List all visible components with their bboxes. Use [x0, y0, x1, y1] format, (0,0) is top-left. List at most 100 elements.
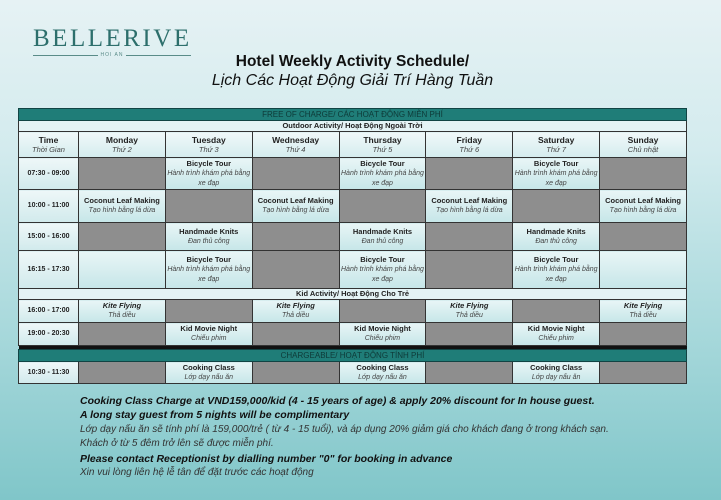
time-slot: 07:30 - 09:00 — [18, 157, 79, 190]
no-activity-cell — [425, 157, 514, 190]
chargeable-banner-text: CHARGEABLE/ HOẠT ĐỘNG TÍNH PHÍ — [18, 349, 687, 362]
activity-title: Kite Flying — [623, 301, 663, 310]
activity-title: Bicycle Tour — [360, 254, 405, 264]
no-activity-cell — [599, 157, 687, 190]
activity-title: Cooking Class — [182, 362, 235, 372]
activity-subtitle: Hành trình khám phá bằng xe đạp — [514, 265, 598, 283]
activity-cell: Bicycle Tour Hành trình khám phá bằng xe … — [512, 250, 601, 289]
activity-title: Coconut Leaf Making — [84, 196, 160, 205]
column-header-en: Monday — [105, 134, 138, 145]
activity-cell: Kid Movie Night Chiếu phim — [512, 322, 601, 346]
activity-cell: Bicycle Tour Hành trình khám phá bằng xe … — [164, 250, 253, 289]
column-header: Monday Thứ 2 — [78, 131, 166, 158]
logo: BELLERIVE HOI AN — [33, 25, 192, 59]
schedule-row: 16:15 - 17:30 Bicycle Tour Hành trình khám… — [18, 250, 687, 289]
activity-title: Bicycle Tour — [533, 158, 579, 168]
column-header-vi: Thứ 2 — [112, 144, 132, 154]
column-header: Sunday Chủ nhật — [599, 131, 687, 158]
column-header: Time Thời Gian — [18, 131, 79, 158]
no-activity-cell — [425, 222, 514, 251]
activity-subtitle: Hành trình khám phá bằng xe đạp — [341, 265, 424, 283]
note-line: Cooking Class Charge at VND159,000/kid (… — [80, 395, 595, 407]
column-header-vi: Thứ 6 — [459, 144, 480, 154]
no-activity-cell — [251, 157, 340, 190]
activity-title: Handmade Knits — [352, 226, 413, 236]
free-of-charge-banner: FREE OF CHARGE/ CÁC HOẠT ĐỘNG MIỄN PHÍ — [18, 108, 687, 121]
divider-line — [18, 345, 687, 350]
activity-cell: Bicycle Tour Hành trình khám phá bằng xe … — [338, 250, 427, 289]
time-slot: 19:00 - 20:30 — [18, 322, 79, 346]
activity-subtitle: Hành trình khám phá bằng xe đạp — [167, 265, 251, 283]
activity-cell: Coconut Leaf Making Tạo hình bằng lá dừa — [251, 189, 340, 223]
column-header-en: Friday — [456, 134, 483, 145]
activity-subtitle: Thả diều — [455, 312, 483, 319]
no-activity-cell — [251, 361, 340, 384]
activity-subtitle: Tạo hình bằng lá dừa — [262, 207, 329, 214]
activity-subtitle: Hành trình khám phá bằng xe đạp — [514, 169, 598, 187]
activity-cell: Cooking Class Lớp dạy nấu ăn — [164, 361, 253, 384]
activity-title: Handmade Knits — [179, 226, 239, 236]
activity-subtitle: Tạo hình bằng lá dừa — [88, 207, 156, 214]
column-header-en: Thursday — [363, 134, 402, 145]
logo-brand: BELLERIVE — [33, 25, 192, 52]
activity-title: Kid Movie Night — [180, 324, 238, 333]
activity-cell: Bicycle Tour Hành trình khám phá bằng xe … — [164, 157, 253, 190]
activity-title: Kite Flying — [450, 301, 489, 310]
note-line: Xin vui lòng liên hệ lễ tân để đặt trước… — [80, 467, 314, 479]
schedule-row: 07:30 - 09:00 Bicycle Tour Hành trình khám… — [18, 157, 687, 190]
column-header-vi: Thứ 5 — [372, 144, 393, 154]
activity-title: Cooking Class — [356, 362, 409, 372]
activity-subtitle: Lớp dạy nấu ăn — [184, 373, 234, 381]
column-header-en: Saturday — [537, 134, 575, 145]
time-slot: 16:15 - 17:30 — [18, 250, 79, 289]
activity-cell: Coconut Leaf Making Tạo hình bằng lá dừa — [78, 189, 166, 223]
column-header-en: Sunday — [627, 134, 659, 145]
schedule-row: 19:00 - 20:30 Kid Movie Night Chiếu phim Ki… — [18, 322, 687, 346]
no-activity-cell — [425, 250, 514, 289]
activity-title: Bicycle Tour — [186, 158, 231, 168]
no-activity-cell — [599, 361, 687, 384]
chargeable-banner: CHARGEABLE/ HOẠT ĐỘNG TÍNH PHÍ — [18, 349, 687, 362]
activity-title: Kite Flying — [276, 301, 315, 310]
column-header-vi: Thứ 3 — [198, 144, 219, 154]
column-header: Friday Thứ 6 — [425, 131, 514, 158]
no-activity-cell — [425, 322, 514, 346]
activity-subtitle: Hành trình khám phá bằng xe đạp — [341, 169, 424, 187]
activity-title: Kid Movie Night — [354, 324, 411, 333]
page-title: Hotel Weekly Activity Schedule/ Lịch Các… — [180, 52, 525, 91]
no-activity-cell — [251, 250, 340, 289]
column-header: Saturday Thứ 7 — [512, 131, 601, 158]
activity-cell: Coconut Leaf Making Tạo hình bằng lá dừa — [599, 189, 687, 223]
activity-cell: Handmade Knits Đan thủ công — [338, 222, 427, 251]
activity-cell: Handmade Knits Đan thủ công — [164, 222, 253, 251]
activity-cell: Cooking Class Lớp dạy nấu ăn — [338, 361, 427, 384]
activity-title: Bicycle Tour — [533, 254, 579, 264]
column-header-vi: Thời Gian — [32, 144, 65, 154]
activity-title: Kid Movie Night — [527, 324, 585, 333]
no-activity-cell — [425, 361, 514, 384]
activity-subtitle: Lớp dạy nấu ăn — [531, 373, 581, 381]
time-slot: 16:00 - 17:00 — [18, 299, 79, 323]
activity-subtitle: Đan thủ công — [187, 237, 230, 245]
note-line: Please contact Receptionist by dialling … — [80, 452, 453, 465]
column-header-vi: Thứ 4 — [285, 144, 306, 154]
kid-activity-heading: Kid Activity/ Hoạt Động Cho Trẻ — [18, 288, 687, 300]
activity-title: Bicycle Tour — [360, 158, 405, 168]
no-activity-cell — [164, 299, 253, 323]
notes: Cooking Class Charge at VND159,000/kid (… — [80, 394, 609, 480]
column-header: Thursday Thứ 5 — [338, 131, 427, 158]
activity-subtitle: Chiếu phim — [538, 335, 574, 342]
column-header-vi: Thứ 7 — [546, 144, 567, 154]
activity-cell: Handmade Knits Đan thủ công — [512, 222, 601, 251]
kid-activity-heading-text: Kid Activity/ Hoạt Động Cho Trẻ — [18, 288, 687, 300]
no-activity-cell — [599, 322, 687, 346]
no-activity-cell — [338, 299, 427, 323]
activity-subtitle: Hành trình khám phá bằng xe đạp — [167, 169, 251, 187]
outdoor-activity-heading-text: Outdoor Activity/ Hoạt Động Ngoài Trời — [18, 120, 687, 132]
column-header-vi: Chủ nhật — [627, 144, 659, 154]
schedule-row: 10:30 - 11:30 Cooking Class Lớp dạy nấu ăn… — [18, 361, 687, 384]
title-vietnamese: Lịch Các Hoạt Động Giải Trí Hàng Tuần — [211, 72, 494, 89]
activity-subtitle: Thả diều — [281, 312, 310, 319]
schedule-row: 16:00 - 17:00 Kite Flying Thả diều Kite Fly… — [18, 299, 687, 323]
note-line: Khách ở từ 5 đêm trở lên sẽ được miễn ph… — [80, 438, 274, 450]
